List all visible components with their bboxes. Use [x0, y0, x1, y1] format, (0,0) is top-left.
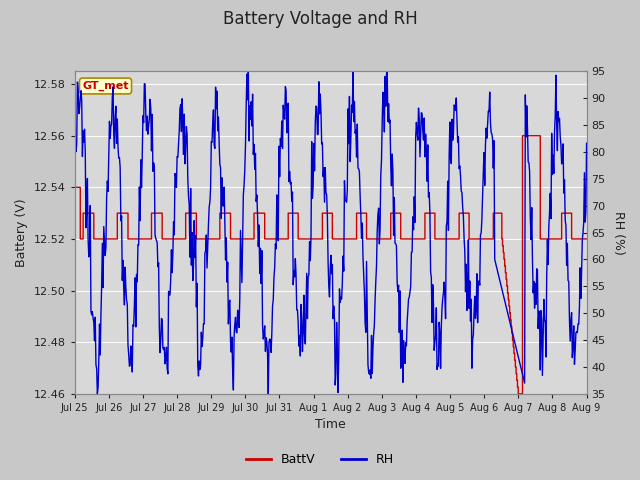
- BattV: [185, 210, 193, 216]
- RH: [394, 289, 402, 295]
- Line: BattV: BattV: [75, 136, 587, 394]
- X-axis label: Time: Time: [316, 419, 346, 432]
- Legend: BattV, RH: BattV, RH: [241, 448, 399, 471]
- Text: GT_met: GT_met: [83, 81, 129, 91]
- RH: [186, 202, 193, 208]
- Y-axis label: RH (%): RH (%): [612, 211, 625, 254]
- BattV: [408, 236, 415, 242]
- BattV: [518, 133, 526, 139]
- Text: Battery Voltage and RH: Battery Voltage and RH: [223, 10, 417, 28]
- BattV: [515, 391, 522, 396]
- BattV: [80, 210, 88, 216]
- RH: [80, 139, 88, 145]
- BattV: [392, 210, 400, 216]
- RH: [409, 214, 417, 220]
- Y-axis label: Battery (V): Battery (V): [15, 198, 28, 267]
- Line: RH: RH: [75, 71, 587, 394]
- RH: [71, 165, 79, 170]
- RH: [244, 68, 252, 74]
- BattV: [583, 236, 591, 242]
- BattV: [71, 184, 79, 190]
- RH: [133, 279, 141, 285]
- RH: [93, 391, 101, 396]
- RH: [212, 106, 220, 112]
- RH: [583, 140, 591, 146]
- BattV: [212, 236, 220, 242]
- BattV: [132, 236, 140, 242]
